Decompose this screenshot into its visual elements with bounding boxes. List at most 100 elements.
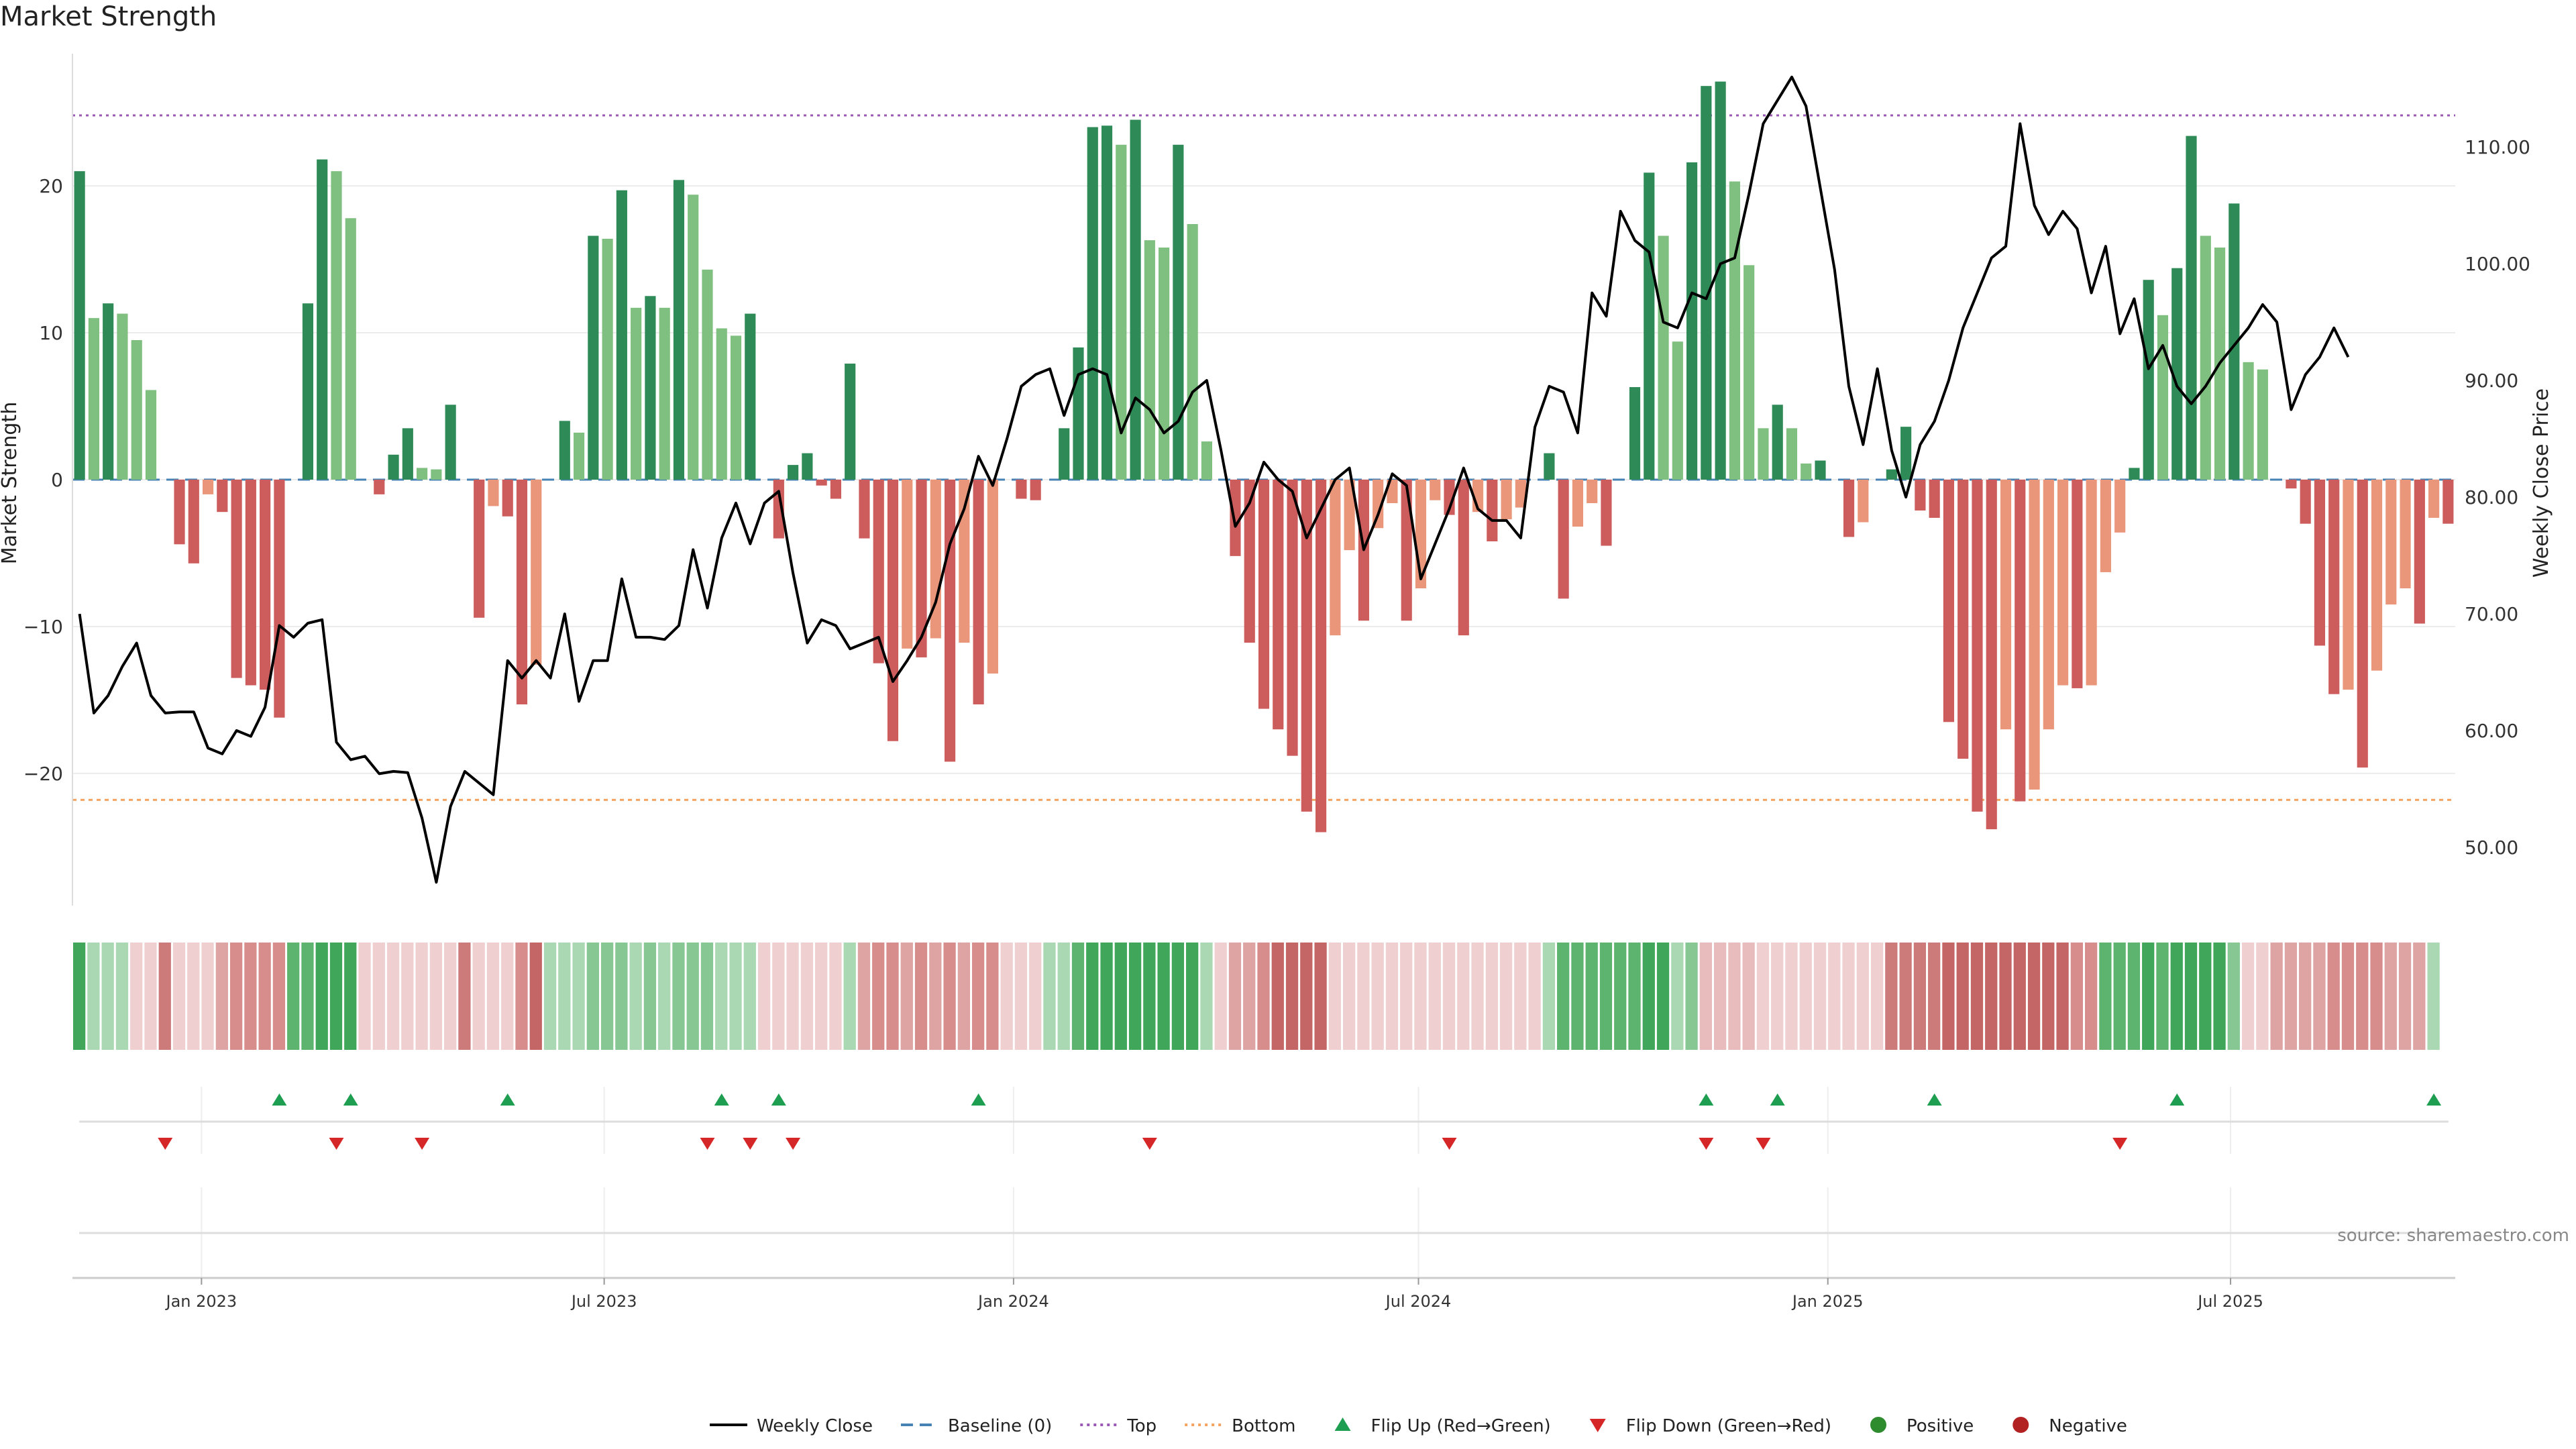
heat-cell [914, 943, 928, 1050]
heat-cell [943, 943, 956, 1050]
strength-bar [1558, 480, 1569, 599]
strength-bar [2314, 480, 2326, 646]
strength-bar [388, 454, 399, 480]
y2-tick-label: 80.00 [2465, 486, 2518, 508]
heat-cell [686, 943, 699, 1050]
flip-down-marker [1756, 1138, 1771, 1150]
heat-cell [1271, 943, 1284, 1050]
strength-bar [1658, 235, 1669, 480]
legend-item: Flip Down (Green→Red) [1589, 1416, 1831, 1436]
heat-cell [1756, 943, 1770, 1050]
heat-cell [2227, 943, 2240, 1050]
heat-cell [1071, 943, 1085, 1050]
legend-label: Positive [1907, 1416, 1974, 1436]
strength-bar [631, 307, 642, 480]
strength-bar [245, 480, 256, 686]
heat-cell [2156, 943, 2169, 1050]
strength-bar [1444, 480, 1455, 515]
strength-bar [730, 335, 742, 480]
strength-bar [702, 269, 713, 480]
heat-cell [472, 943, 485, 1050]
heat-cell [743, 943, 756, 1050]
heat-cell [1400, 943, 1413, 1050]
heat-cell [1628, 943, 1641, 1050]
heat-cell [1885, 943, 1898, 1050]
legend-item: Bottom [1185, 1416, 1296, 1436]
heat-cell [329, 943, 343, 1050]
strength-bar [1101, 125, 1113, 480]
heat-cell [529, 943, 542, 1050]
strength-bar [1986, 480, 1997, 830]
strength-bar [645, 296, 656, 480]
legend-swatch-circle [2012, 1417, 2029, 1433]
heat-cell [2427, 943, 2440, 1050]
heat-cell [843, 943, 856, 1050]
heat-cell [1928, 943, 1941, 1050]
heat-cell [900, 943, 913, 1050]
heat-cell [1728, 943, 1741, 1050]
strength-bar [103, 303, 114, 480]
flip-up-marker [1770, 1093, 1785, 1106]
heat-cell [1671, 943, 1684, 1050]
heat-cell [1143, 943, 1156, 1050]
strength-bar [887, 480, 899, 741]
heat-cell [258, 943, 271, 1050]
heat-cell [772, 943, 785, 1050]
heat-cell [429, 943, 443, 1050]
flip-up-marker [272, 1093, 287, 1106]
strength-bar [1301, 480, 1312, 812]
y2-tick-label: 70.00 [2465, 603, 2518, 625]
heat-cell [1057, 943, 1070, 1050]
x-tick-label: Jul 2024 [1385, 1292, 1452, 1311]
strength-bar [2015, 480, 2026, 802]
heat-cell [87, 943, 100, 1050]
flip-down-marker [329, 1138, 344, 1150]
heat-cell [101, 943, 114, 1050]
strength-bar [2143, 280, 2154, 480]
heat-cell [715, 943, 728, 1050]
flip-markers [79, 1093, 2449, 1234]
heat-cell [1614, 943, 1627, 1050]
strength-bar [845, 364, 856, 480]
heat-cell [2184, 943, 2198, 1050]
flip-down-marker [786, 1138, 801, 1150]
axes: −20 −10 0 10 20 50.00 60.00 70.00 80.00 90.00 100.… [23, 54, 2530, 906]
heat-cell [2056, 943, 2069, 1050]
strength-bar [88, 318, 99, 480]
heat-cell [629, 943, 642, 1050]
strength-bar [2043, 480, 2054, 730]
legend-label: Top [1126, 1416, 1157, 1436]
heat-cell [1328, 943, 1341, 1050]
heat-cell [2142, 943, 2155, 1050]
heat-cell [658, 943, 671, 1050]
heat-cell [1471, 943, 1484, 1050]
strength-bar [2171, 268, 2183, 480]
strength-bar [231, 480, 242, 678]
heat-cell [315, 943, 328, 1050]
flip-up-marker [1699, 1093, 1714, 1106]
heat-cell [1371, 943, 1384, 1050]
heat-cell [2013, 943, 2026, 1050]
heat-cell [729, 943, 742, 1050]
heat-cell [1742, 943, 1755, 1050]
strength-bar [1059, 428, 1070, 480]
heat-cell [1499, 943, 1513, 1050]
y2-axis-label: Weekly Close Price [2530, 388, 2553, 578]
strength-bar [1758, 428, 1769, 480]
heat-cell [2398, 943, 2412, 1050]
strength-bar [588, 235, 599, 480]
legend-item: Baseline (0) [900, 1416, 1052, 1436]
heat-cell [786, 943, 799, 1050]
heat-cell [1114, 943, 1127, 1050]
strength-bar [345, 218, 356, 480]
strength-bar [145, 390, 157, 480]
strength-bar [202, 480, 214, 494]
heat-cell [2384, 943, 2397, 1050]
strength-bar [1501, 480, 1512, 520]
heat-cell [957, 943, 970, 1050]
strength-bar [1187, 224, 1198, 480]
heat-cell [1713, 943, 1727, 1050]
heat-cell [1799, 943, 1812, 1050]
heat-cell [586, 943, 599, 1050]
